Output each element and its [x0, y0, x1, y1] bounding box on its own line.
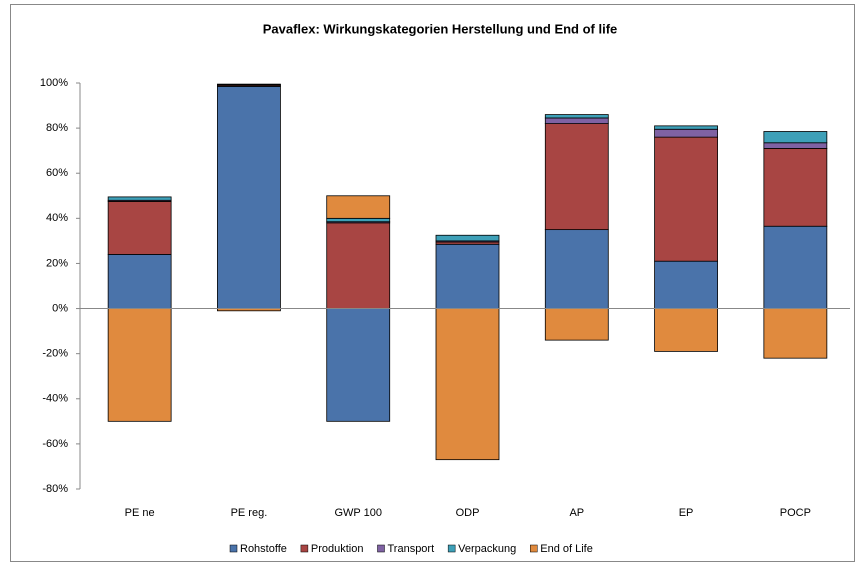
y-tick-label: 0%: [52, 302, 68, 314]
bar-segment: [107, 254, 172, 309]
bar-segment: [326, 308, 391, 422]
bar-segment: [326, 217, 391, 223]
x-tick-label: AP: [569, 507, 584, 519]
bar-segment: [763, 148, 828, 227]
y-tick-label: -40%: [42, 393, 68, 405]
bar-segment: [435, 308, 500, 461]
bar-segment: [544, 114, 609, 119]
bar-segment: [107, 196, 172, 201]
y-tick-label: -80%: [42, 483, 68, 495]
bar-segment: [544, 123, 609, 231]
bar-segment: [654, 308, 718, 352]
y-tick-label: -60%: [42, 438, 68, 450]
bar-segment: [326, 195, 391, 219]
bar-segment: [544, 308, 609, 341]
y-tick-label: -20%: [42, 348, 68, 360]
y-tick-label: 40%: [46, 212, 68, 224]
chart-title: Pavaflex: Wirkungskategorien Herstellung…: [263, 21, 618, 36]
legend-label: Rohstoffe: [240, 543, 287, 555]
bar-segment: [326, 222, 391, 309]
bar-segment: [544, 117, 609, 125]
legend-label: Produktion: [311, 543, 364, 555]
bar-segment: [544, 229, 609, 309]
legend-label: Transport: [387, 543, 434, 555]
bar-segment: [435, 243, 500, 309]
legend-swatch: [377, 544, 385, 553]
x-tick-label: POCP: [780, 507, 811, 519]
legend-swatch: [447, 544, 456, 553]
bar-segment: [654, 260, 718, 309]
bar-segment: [763, 225, 828, 309]
bar-segment: [654, 128, 718, 138]
bar-segment: [763, 131, 828, 144]
bar-segment: [217, 85, 281, 309]
y-tick-label: 20%: [46, 257, 68, 269]
legend-swatch: [229, 544, 238, 553]
bar-segment: [654, 136, 718, 262]
y-tick-label: 60%: [46, 167, 68, 179]
y-tick-label: 100%: [40, 77, 68, 89]
legend-label: End of Life: [540, 543, 593, 555]
bar-segment: [217, 83, 281, 86]
bar-segment: [107, 201, 172, 255]
y-tick-label: 80%: [46, 122, 68, 134]
legend-swatch: [300, 544, 309, 553]
x-tick-label: PE ne: [125, 507, 155, 519]
bar-segment: [763, 142, 828, 149]
bar-segment: [654, 125, 718, 130]
x-tick-label: EP: [679, 507, 694, 519]
bar-segment: [435, 234, 500, 242]
bar-segment: [107, 308, 172, 422]
legend-swatch: [530, 544, 538, 553]
x-tick-label: PE reg.: [231, 507, 268, 519]
x-tick-label: GWP 100: [334, 507, 382, 519]
bar-segment: [763, 308, 828, 359]
legend-label: Verpackung: [458, 543, 516, 555]
x-tick-label: ODP: [456, 507, 480, 519]
